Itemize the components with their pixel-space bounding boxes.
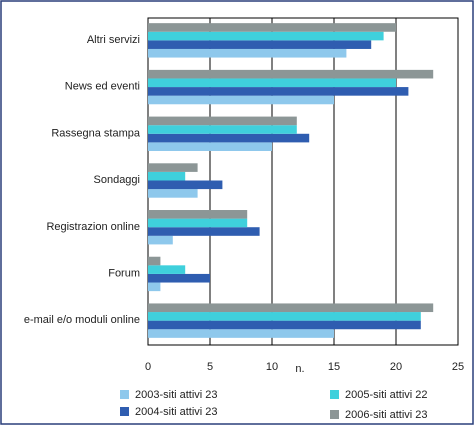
bar [148, 125, 297, 134]
legend-swatch [120, 390, 129, 399]
x-tick-label: 15 [328, 361, 340, 373]
bar [148, 163, 198, 172]
bar [148, 189, 198, 198]
bar [148, 116, 297, 126]
x-tick-label: 0 [145, 361, 151, 373]
bar [148, 95, 334, 105]
y-tick-label: e-mail e/o moduli online [24, 314, 140, 326]
bar [148, 171, 186, 181]
y-tick-label: Forum [108, 267, 140, 279]
bar [148, 218, 248, 228]
bar [148, 40, 372, 49]
legend-label: 2005-siti attivi 22 [345, 389, 428, 401]
y-tick-label: Sondaggi [94, 174, 141, 186]
bar [148, 273, 210, 283]
bar [148, 133, 310, 143]
bar [148, 227, 260, 236]
bar [148, 320, 421, 330]
x-axis-label: n. [295, 363, 304, 375]
bar [148, 329, 334, 338]
bar [148, 78, 396, 88]
bar [148, 180, 223, 190]
bar [148, 87, 409, 96]
bar [148, 282, 161, 292]
bar [148, 142, 272, 151]
bar [148, 23, 396, 32]
y-tick-label: Registrazion online [46, 221, 140, 233]
bar [148, 256, 161, 266]
bar [148, 312, 421, 321]
legend-swatch [120, 407, 129, 416]
legend-swatch [330, 410, 339, 419]
x-tick-label: 25 [452, 361, 464, 373]
y-tick-label: Rassegna stampa [51, 127, 141, 139]
x-tick-label: 10 [266, 361, 278, 373]
legend-label: 2004-siti attivi 23 [135, 406, 218, 418]
y-tick-label: News ed eventi [65, 81, 140, 93]
legend-label: 2003-siti attivi 23 [135, 389, 218, 401]
y-tick-label: Altri servizi [87, 34, 140, 46]
bar [148, 303, 434, 313]
legend-swatch [330, 390, 339, 399]
x-tick-label: 5 [207, 361, 213, 373]
bar [148, 31, 384, 41]
legend-label: 2006-siti attivi 23 [345, 409, 428, 421]
bar [148, 69, 434, 79]
x-tick-label: 20 [390, 361, 402, 373]
bar [148, 210, 248, 219]
bar [148, 235, 173, 245]
bar [148, 265, 186, 274]
bar [148, 48, 347, 58]
